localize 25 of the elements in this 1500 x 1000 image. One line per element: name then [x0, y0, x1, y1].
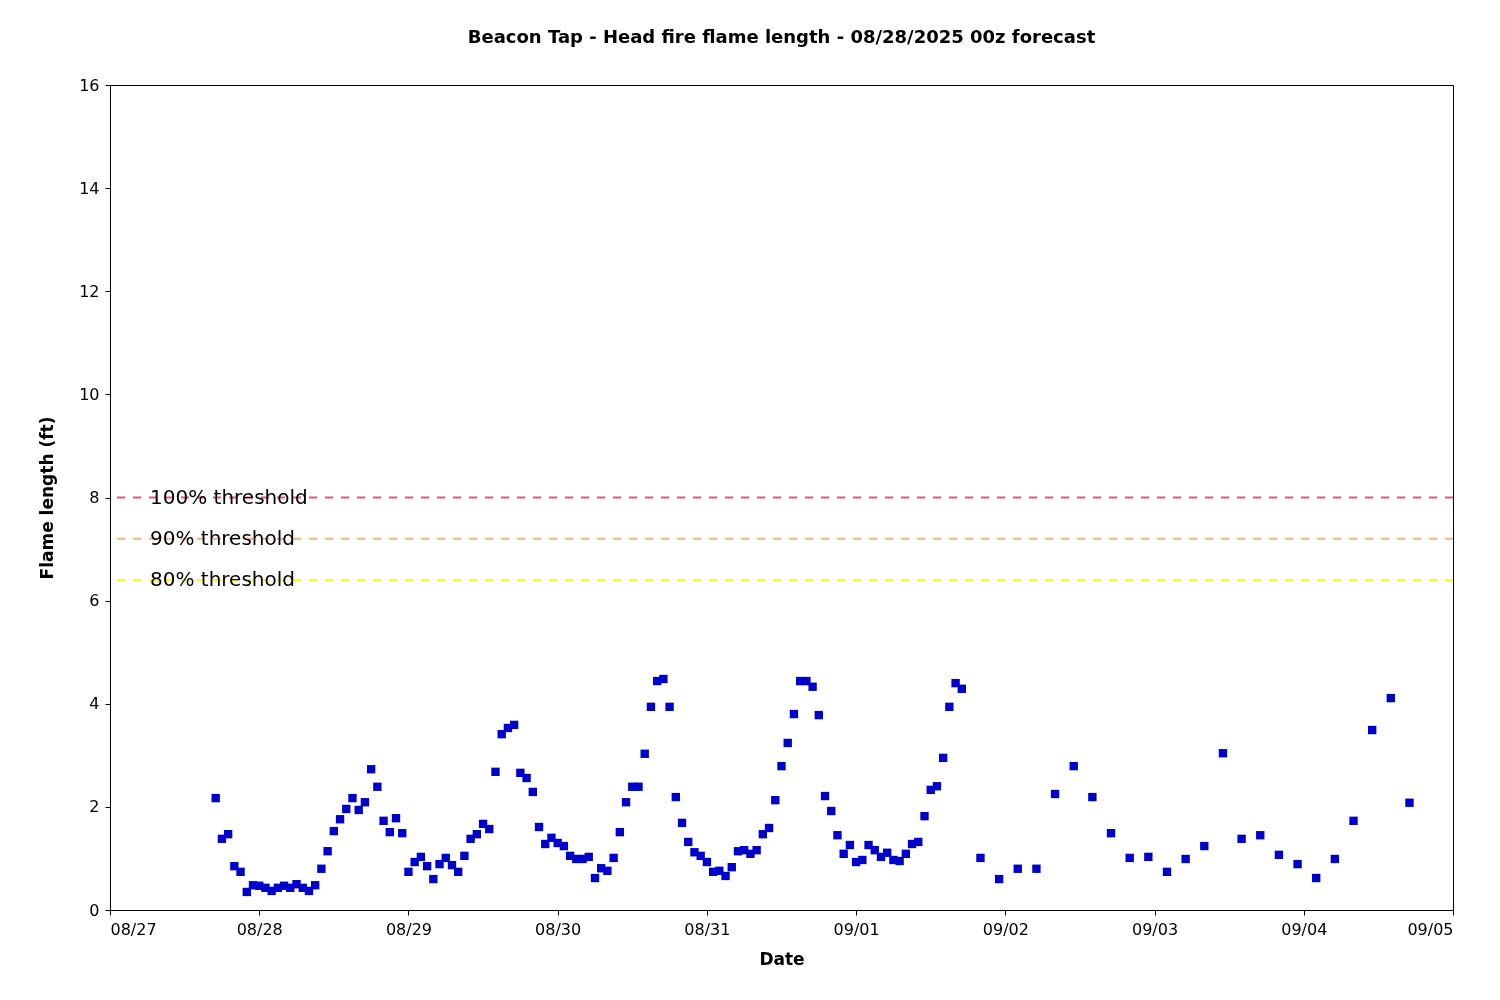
- x-tick-label: 08/28: [236, 919, 283, 939]
- x-axis-title: Date: [759, 948, 805, 969]
- ref-line-label: 90% threshold: [150, 525, 295, 550]
- y-tick-label: 10: [79, 384, 100, 404]
- y-tick-label: 14: [79, 178, 100, 198]
- y-axis-title: Flame length (ft): [37, 416, 58, 580]
- x-tick-label: 08/27: [110, 919, 157, 939]
- x-tick-label: 08/30: [535, 919, 582, 939]
- chart-title: Beacon Tap - Head fire flame length - 08/28/2025 00z forecast: [467, 26, 1096, 47]
- ref-line-label: 100% threshold: [150, 484, 308, 509]
- ref-line-label: 80% threshold: [150, 567, 295, 591]
- x-tick-label: 09/03: [1132, 919, 1179, 939]
- x-tick-label: 09/05: [1407, 919, 1454, 939]
- y-tick-label: 6: [89, 591, 100, 611]
- x-tick-label: 08/29: [385, 919, 432, 939]
- y-tick-label: 12: [79, 281, 100, 301]
- x-tick-label: 09/02: [982, 919, 1029, 939]
- y-tick-label: 16: [79, 75, 100, 95]
- y-tick-label: 8: [89, 488, 100, 507]
- y-tick-label: 2: [89, 797, 100, 817]
- x-tick-label: 08/31: [684, 919, 731, 939]
- x-tick-label: 09/04: [1281, 919, 1328, 939]
- x-tick-label: 09/01: [833, 919, 880, 939]
- y-tick-label: 0: [89, 900, 100, 920]
- y-tick-label: 4: [89, 694, 100, 714]
